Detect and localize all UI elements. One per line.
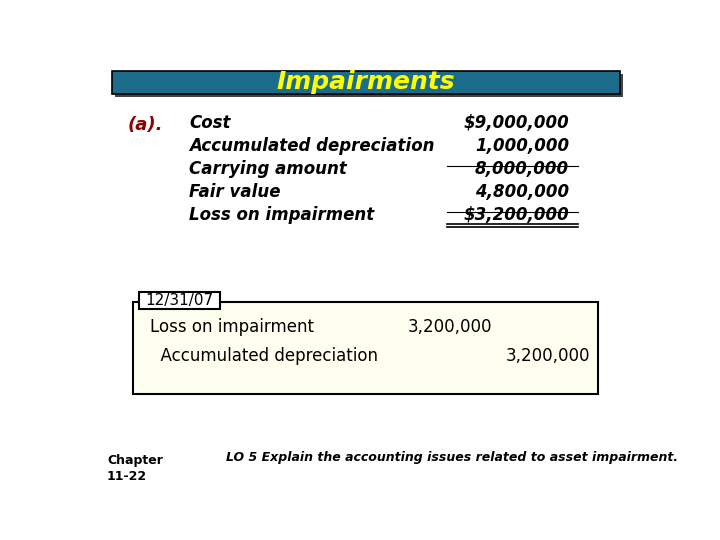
Text: 12/31/07: 12/31/07 [145,293,214,308]
Text: Loss on impairment: Loss on impairment [189,206,374,224]
Text: Chapter
11-22: Chapter 11-22 [107,454,163,483]
Text: 4,800,000: 4,800,000 [474,183,569,201]
Text: (a).: (a). [127,116,163,134]
Text: 8,000,000: 8,000,000 [474,160,569,178]
Text: Fair value: Fair value [189,183,281,201]
Text: Carrying amount: Carrying amount [189,160,347,178]
FancyBboxPatch shape [139,292,220,309]
Text: LO 5 Explain the accounting issues related to asset impairment.: LO 5 Explain the accounting issues relat… [225,451,678,464]
Text: Impairments: Impairments [276,70,455,94]
Text: $3,200,000: $3,200,000 [463,206,569,224]
Text: 3,200,000: 3,200,000 [408,318,492,335]
Text: Accumulated depreciation: Accumulated depreciation [189,137,435,154]
Text: $9,000,000: $9,000,000 [463,113,569,132]
Text: Accumulated depreciation: Accumulated depreciation [150,347,379,365]
Text: Loss on impairment: Loss on impairment [150,318,315,335]
Text: 3,200,000: 3,200,000 [505,347,590,365]
Text: Cost: Cost [189,113,230,132]
Text: 1,000,000: 1,000,000 [474,137,569,154]
FancyBboxPatch shape [132,302,598,394]
FancyBboxPatch shape [114,74,624,97]
FancyBboxPatch shape [112,71,620,94]
